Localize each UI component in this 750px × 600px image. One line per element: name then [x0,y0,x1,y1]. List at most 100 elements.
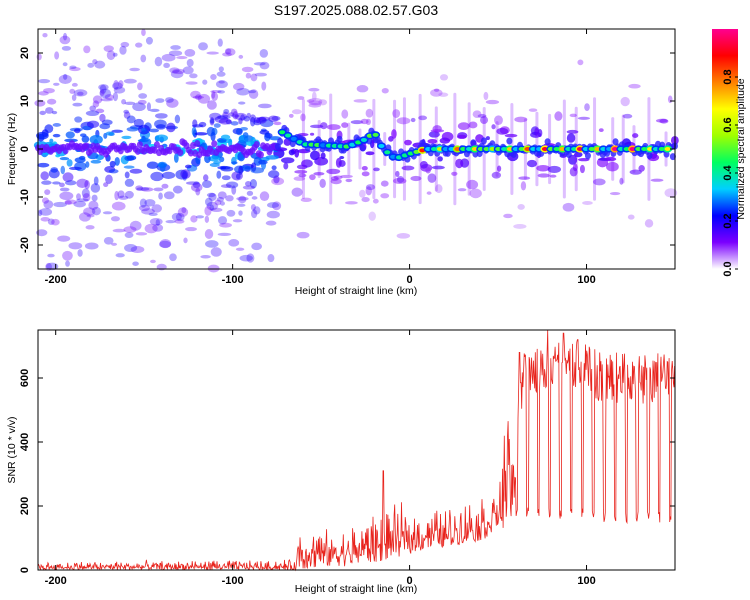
spectrogram-blob [100,98,114,102]
chart-title: S197.2025.088.02.57.G03 [274,2,438,18]
spectrogram-blob [242,185,256,190]
spectrogram-blob [628,83,641,89]
spectrogram-blob [365,186,373,196]
spectrogram-blob [195,215,205,219]
spectrogram-blob [428,131,440,138]
spectrogram-blob [104,94,114,100]
spectrogram-x-ticks: -200 -100 0 100 [45,29,596,286]
spectrogram-blob [63,73,68,80]
spectrogram-blob [151,204,162,213]
spectrogram-blob [271,116,281,121]
snr-y-tick-label: 600 [19,369,31,387]
spectrogram-blob [268,170,280,179]
spectrogram-blob [64,199,77,205]
spectrogram-blob [326,124,341,130]
spectrogram-blob [259,48,269,58]
spectrogram-blob [392,109,401,118]
spectrogram-blob [466,179,479,190]
signal-bead-core [565,147,572,151]
spectrogram-blob [233,82,245,91]
spectrogram-blob [194,132,208,136]
signal-bead-core [501,147,508,151]
spectrogram-blob [205,240,219,248]
spectrogram-blob [273,121,282,126]
spectrogram-blob [225,48,236,56]
spectrogram-blob [105,174,113,185]
spectrogram-blob [232,219,243,223]
spectrogram-y-tick-label: 0 [19,146,31,152]
spectrogram-signal-track [35,124,678,163]
signal-bead-core [623,147,630,151]
spectrogram-blob [150,171,164,182]
spectrogram-blob [537,128,543,138]
signal-band [669,153,676,161]
spectrogram-blob [520,181,527,191]
spectrogram-blob [235,128,243,136]
spectrogram-blob [245,72,252,79]
spectrogram-blob [319,178,326,188]
spectrogram-blob [132,261,139,266]
spectrogram-blob [433,88,440,92]
spectrogram-blob [68,66,81,72]
spectrogram-blob [609,191,621,196]
spectrogram-blob [54,51,60,60]
snr-panel: -200 -100 0 100 0 200 400 600 Height of straig… [6,329,676,595]
spectrogram-blob [569,113,577,118]
spectrogram-blob [320,122,328,130]
spectrogram-blob [250,167,264,174]
spectrogram-blob [547,165,562,174]
spectrogram-blob [437,156,443,162]
spectrogram-blob [109,160,116,168]
spectrogram-blob [253,206,261,215]
spectrogram-blob [271,201,282,211]
spectrogram-blob [236,87,250,96]
spectrogram-blob [173,153,179,163]
spectrogram-blob [340,174,353,179]
spectrogram-blob [230,108,238,116]
spectrogram-blob [155,98,165,103]
spectrogram-blob [216,170,222,179]
spectrogram-blob [80,133,87,138]
spectrogram-blob [208,155,221,162]
signal-bead-core [436,147,443,151]
colorbar-tick-label: 0.6 [722,117,734,132]
snr-x-tick-label: 100 [577,575,595,587]
spectrogram-blob [124,232,134,238]
spectrogram-blob [219,201,225,206]
spectrogram-blob [204,229,214,239]
spectrogram-blob [53,201,67,208]
spectrogram-y-tick-label: 20 [19,47,31,59]
spectrogram-blob [61,45,72,51]
spectrogram-blob [47,253,55,258]
snr-x-ticks: -200 -100 0 100 [45,330,596,587]
spectrogram-blob [239,254,253,262]
spectrogram-blob [118,195,129,200]
spectrogram-blob [153,187,164,192]
spectrogram-blob [638,164,645,172]
spectrogram-blob [380,193,390,199]
spectrogram-blob [65,131,75,139]
spectrogram-blob [81,188,90,199]
spectrogram-blob [469,188,482,199]
spectrogram-blob [204,215,210,223]
spectrogram-blob [112,228,126,233]
spectrogram-blob [38,91,49,96]
spectrogram-blob [155,113,168,119]
spectrogram-blob [124,171,130,179]
spectrogram-blob [130,246,145,253]
spectrogram-blob [228,112,235,117]
spectrogram-blob [338,159,346,167]
spectrogram-blob [68,166,82,171]
spectrogram-blob [176,56,188,60]
spectrogram-blob [159,240,171,248]
spectrogram-blob [485,99,500,105]
spectrogram-blob [238,117,243,125]
spectrogram-blob [166,98,179,108]
spectrogram-blob [73,200,86,208]
spectrogram-blob [39,110,47,116]
spectrogram-blob [353,99,368,103]
spectrogram-blob [190,90,201,99]
spectrogram-streak [393,99,397,199]
spectrogram-blob [180,169,191,179]
spectrogram-blob [381,87,389,94]
